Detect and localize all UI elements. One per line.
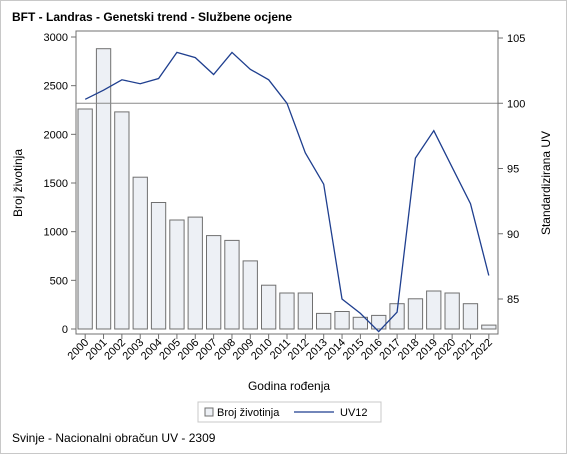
- legend-label-bars: Broj životinja: [217, 407, 280, 419]
- legend-swatch-bar: [204, 407, 214, 417]
- bar-2017: [389, 303, 405, 330]
- bar-2022: [481, 324, 497, 330]
- bar-2008: [224, 239, 240, 330]
- chart-title: BFT - Landras - Genetski trend - Služben…: [12, 10, 292, 24]
- bar-2002: [114, 111, 130, 330]
- x-axis-ticks: 2000200120022003200420052006200720082009…: [66, 334, 495, 362]
- bar-2021: [462, 303, 479, 330]
- right-axis-ticks: 85 90 95 100 105: [498, 33, 525, 306]
- bar-2000: [77, 108, 93, 330]
- bar-2004: [150, 202, 167, 330]
- bar-2020: [444, 292, 460, 330]
- left-tick-label-3000: 3000: [44, 32, 68, 44]
- bar-2003: [132, 176, 148, 330]
- bar-2005: [169, 219, 185, 330]
- left-tick-label-1000: 1000: [44, 227, 68, 239]
- left-tick-label-2000: 2000: [44, 129, 68, 141]
- left-axis-ticks: 0 500 1000 1500 2000 2500 3000: [44, 32, 76, 336]
- bar-group: [77, 48, 497, 330]
- legend-label-line: UV12: [340, 407, 368, 419]
- x-axis-label: Godina rođenja: [248, 379, 330, 393]
- footnote: Svinje - Nacionalni obračun UV - 2309: [12, 431, 216, 445]
- left-tick-label-500: 500: [50, 275, 68, 287]
- bar-2016: [371, 314, 387, 330]
- right-tick-label-90: 90: [507, 229, 519, 241]
- legend-box: [197, 401, 382, 423]
- bar-2012: [297, 292, 314, 330]
- y-axis-left-label: Broj životinja: [11, 149, 25, 217]
- bar-2011: [279, 292, 295, 330]
- bar-2018: [407, 298, 424, 330]
- bar-2019: [426, 290, 442, 330]
- y-axis-right-label: Standardizirana UV: [539, 131, 553, 235]
- left-tick-label-1500: 1500: [44, 178, 68, 190]
- bar-2010: [261, 284, 277, 330]
- bar-2001: [95, 48, 112, 330]
- x-tick-label-2022: 2022: [469, 337, 495, 363]
- right-tick-label-95: 95: [507, 164, 519, 176]
- bar-2007: [206, 235, 222, 330]
- right-tick-label-100: 100: [507, 98, 525, 110]
- right-tick-label-105: 105: [507, 33, 525, 45]
- bar-2009: [242, 260, 258, 330]
- bar-2006: [187, 216, 203, 330]
- left-tick-label-2500: 2500: [44, 81, 68, 93]
- bar-2013: [316, 312, 332, 330]
- bar-2014: [334, 311, 350, 330]
- right-tick-label-85: 85: [507, 294, 519, 306]
- bar-2015: [352, 316, 369, 330]
- legend: Broj životinja UV12: [197, 401, 382, 423]
- left-tick-label-0: 0: [62, 324, 68, 336]
- series-line-uv12: [84, 51, 490, 333]
